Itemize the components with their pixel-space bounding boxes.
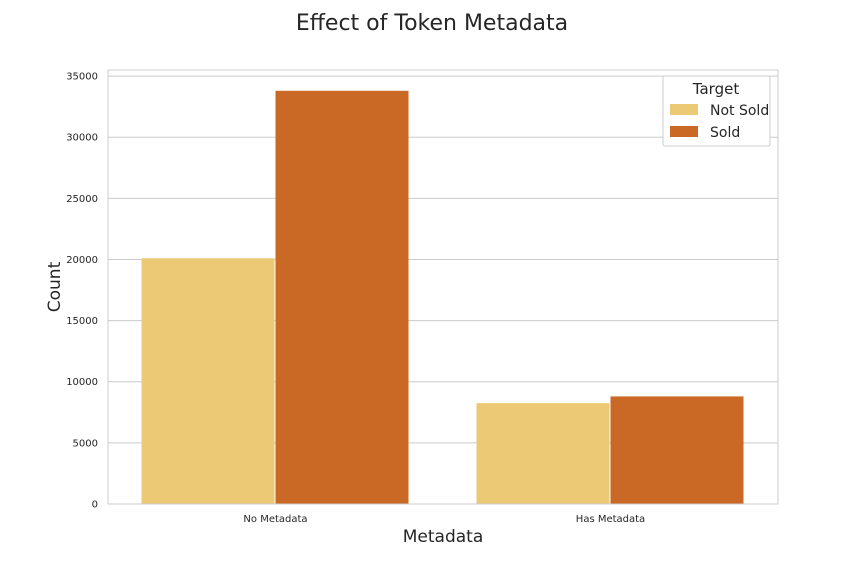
bars: [141, 90, 744, 505]
y-tick-label: 25000: [66, 194, 98, 205]
y-tick-label: 15000: [66, 316, 98, 327]
bar: [141, 258, 275, 504]
bar: [476, 403, 610, 504]
y-tick-label: 35000: [66, 72, 98, 83]
chart-title: Effect of Token Metadata: [296, 11, 568, 36]
y-tick-label: 5000: [73, 438, 98, 449]
y-ticks: 0 5000 10000 15000 20000 25000 30000 35000: [66, 72, 98, 511]
x-tick-label: No Metadata: [243, 514, 307, 525]
plot-frame: [107, 69, 779, 505]
legend-label: Sold: [710, 125, 740, 141]
x-tick-label: Has Metadata: [576, 514, 645, 525]
bar: [610, 396, 744, 504]
legend: Target Not Sold Sold: [662, 75, 771, 147]
y-tick-label: 20000: [66, 255, 98, 266]
y-tick-label: 10000: [66, 377, 98, 388]
bar: [275, 90, 409, 505]
x-ticks: No Metadata Has Metadata: [243, 514, 645, 525]
y-tick-label: 0: [92, 500, 98, 511]
y-axis-label: Count: [45, 261, 65, 312]
y-tick-label: 30000: [66, 133, 98, 144]
legend-title: Target: [692, 80, 740, 98]
x-axis-label: Metadata: [403, 527, 484, 547]
legend-swatch: [670, 104, 698, 115]
legend-label: Not Sold: [710, 103, 769, 119]
legend-swatch: [670, 126, 698, 137]
